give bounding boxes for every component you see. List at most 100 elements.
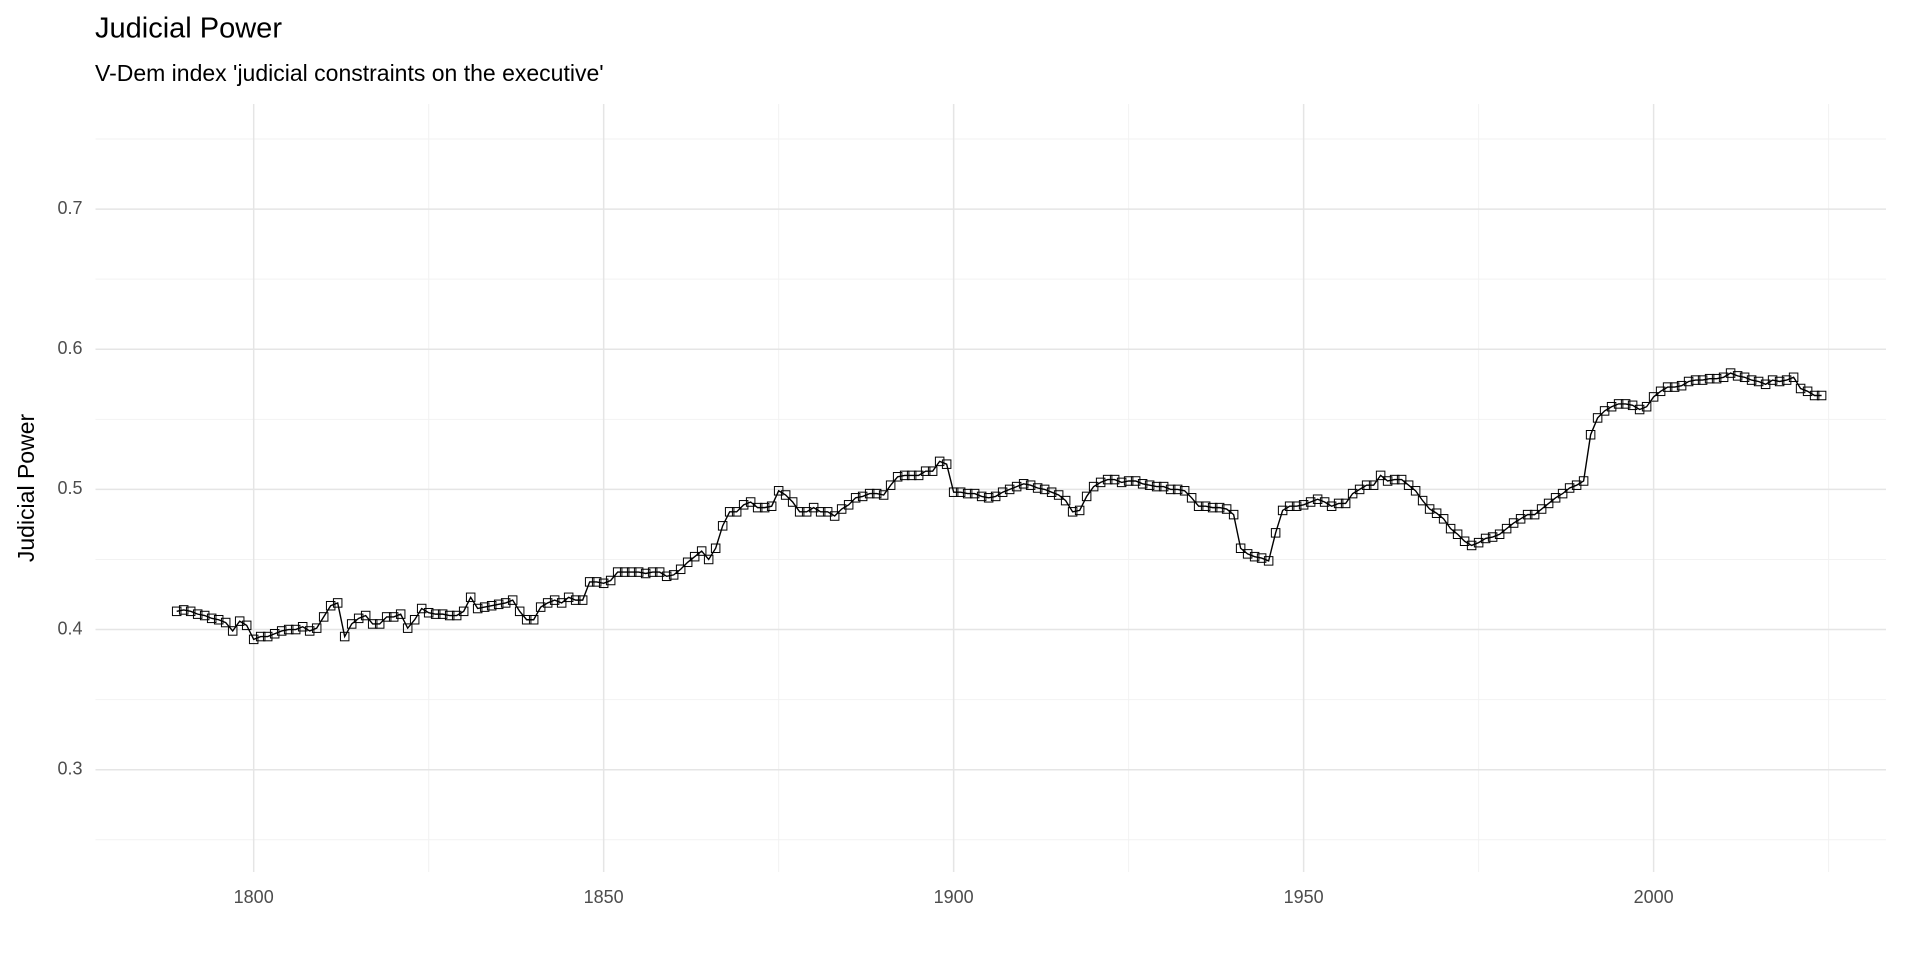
marker [1172, 484, 1183, 495]
marker [269, 629, 280, 639]
marker [472, 603, 483, 614]
marker [1186, 493, 1197, 503]
marker [920, 466, 931, 476]
marker [430, 609, 441, 619]
marker [437, 609, 448, 619]
marker [213, 614, 224, 625]
marker [612, 567, 623, 577]
marker [1704, 373, 1715, 384]
marker [206, 613, 217, 624]
marker [934, 456, 945, 467]
marker [1214, 502, 1225, 513]
marker [1389, 474, 1400, 485]
marker [766, 501, 777, 511]
marker [1221, 504, 1232, 514]
marker [507, 595, 518, 605]
marker [1382, 476, 1393, 486]
marker [1711, 373, 1722, 384]
marker [759, 502, 770, 513]
marker [1725, 368, 1736, 378]
marker [1396, 474, 1407, 485]
marker [1557, 488, 1568, 499]
marker [1312, 494, 1323, 504]
marker [1228, 509, 1239, 520]
marker [1620, 399, 1631, 409]
marker [1263, 556, 1274, 566]
marker [1207, 502, 1218, 513]
marker [1165, 484, 1176, 495]
marker [1445, 523, 1456, 534]
marker [290, 624, 301, 635]
marker [941, 459, 952, 469]
marker [255, 631, 266, 642]
chart-title: Judicial Power [95, 13, 282, 45]
marker [374, 619, 385, 629]
marker [871, 488, 882, 499]
marker [668, 570, 679, 580]
marker [969, 488, 980, 499]
marker [976, 491, 987, 502]
marker [948, 487, 959, 497]
marker [360, 610, 371, 621]
marker [696, 546, 707, 556]
grid [95, 104, 1886, 872]
marker [1410, 486, 1421, 496]
marker [1004, 484, 1015, 495]
marker [1816, 390, 1827, 401]
marker [318, 612, 329, 622]
marker [892, 472, 903, 482]
marker [199, 610, 210, 621]
marker [738, 500, 749, 510]
marker [647, 567, 658, 577]
marker [1151, 481, 1162, 492]
marker [1641, 401, 1652, 412]
marker [626, 567, 637, 577]
marker [598, 578, 609, 589]
x-tick-label: 1900 [934, 887, 974, 907]
y-tick-label: 0.6 [57, 338, 82, 358]
marker [500, 598, 511, 608]
marker [311, 623, 322, 633]
marker [1536, 504, 1547, 514]
marker [906, 470, 917, 481]
marker [1809, 390, 1820, 401]
marker [486, 600, 497, 611]
marker [1193, 501, 1204, 511]
marker [1375, 470, 1386, 481]
y-tick-label: 0.4 [57, 618, 82, 638]
marker [227, 626, 238, 636]
marker [955, 487, 966, 497]
plot-area [171, 368, 1827, 645]
marker [619, 567, 630, 577]
marker [1116, 477, 1127, 488]
marker [577, 595, 588, 605]
marker [1774, 376, 1785, 387]
marker [1291, 501, 1302, 511]
marker [1039, 484, 1050, 495]
marker [528, 614, 539, 625]
marker [724, 507, 735, 517]
marker [1130, 476, 1141, 486]
marker [752, 502, 763, 513]
marker [570, 595, 581, 605]
marker [1235, 543, 1246, 554]
marker [1788, 372, 1799, 383]
marker [591, 577, 602, 587]
marker [584, 577, 595, 587]
marker [1200, 501, 1211, 511]
marker [1564, 483, 1575, 493]
marker [465, 592, 476, 603]
x-tick-label: 1950 [1284, 887, 1324, 907]
marker [444, 610, 455, 621]
marker [241, 620, 252, 631]
marker [1767, 375, 1778, 385]
marker [843, 500, 854, 510]
marker [1466, 540, 1477, 551]
marker [675, 564, 686, 575]
marker [787, 497, 798, 507]
marker [1144, 480, 1155, 490]
marker [1256, 553, 1267, 563]
marker [395, 609, 406, 619]
marker [1690, 375, 1701, 385]
